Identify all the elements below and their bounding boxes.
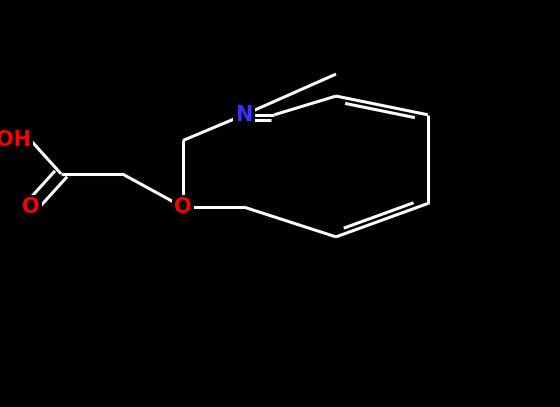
Text: O: O: [22, 197, 40, 217]
Text: N: N: [235, 105, 253, 125]
Text: O: O: [174, 197, 192, 217]
Text: OH: OH: [0, 130, 31, 151]
